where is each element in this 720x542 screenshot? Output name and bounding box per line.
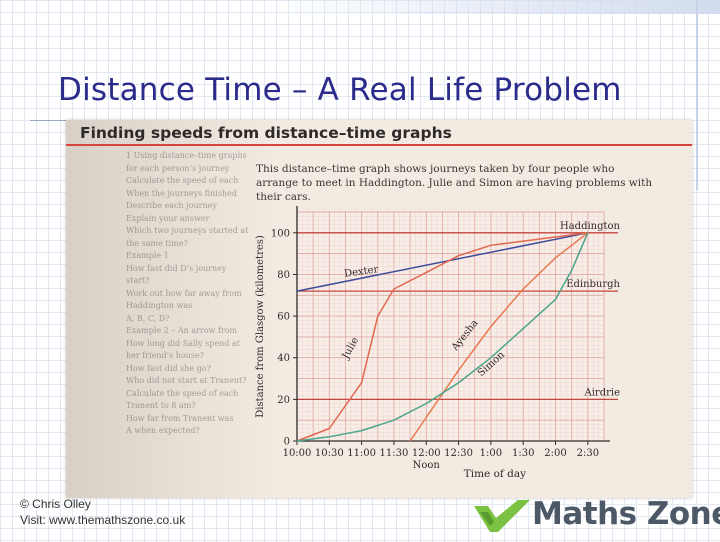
- left-column-line: Which two journeys started at: [126, 226, 249, 235]
- left-column-line: start?: [126, 276, 150, 285]
- checkmark-logo-icon: [474, 500, 530, 532]
- x-tick-label: 2:00: [544, 448, 566, 459]
- y-tick-label: 60: [277, 312, 290, 323]
- noon-annotation: Noon: [413, 460, 441, 471]
- y-axis-label: Distance from Glasgow (kilometres): [255, 235, 266, 418]
- left-column-line: Haddington was: [126, 301, 193, 310]
- left-column-line: Calculate the speed of each: [126, 388, 239, 398]
- left-column-line: Describe each journey: [126, 201, 217, 210]
- maths-zone-logo: Maths Zone: [470, 496, 720, 538]
- series-line-ayesha: [409, 232, 589, 442]
- y-tick-label: 80: [277, 270, 290, 281]
- website-text: Visit: www.themathszone.co.uk: [20, 513, 186, 527]
- x-tick-label: 10:30: [315, 448, 344, 459]
- plot-area: [297, 212, 604, 441]
- credit-block: © Chris Olley Visit: www.themathszone.co…: [20, 496, 185, 528]
- left-column-line: her friend’s house?: [126, 351, 205, 360]
- left-column-line: A, B, C, D?: [126, 313, 170, 323]
- distance-time-chart: Haddington Edinburgh Airdrie 0 20 40 60 80 100 10…: [255, 206, 621, 480]
- textbook-left-column: 1 Using distance–time graphs for each per…: [126, 150, 251, 490]
- reference-line-label: Haddington: [560, 221, 621, 232]
- left-column-line: When the journeys finished: [126, 188, 237, 198]
- left-column-line: 1 Using distance–time graphs: [126, 151, 247, 160]
- y-tick-label: 100: [271, 228, 290, 239]
- x-tick-label: 12:30: [444, 448, 473, 459]
- left-column-line: How fast did D’s journey: [126, 263, 227, 273]
- scan-shadow: [66, 120, 276, 498]
- left-column-line: Example 2 – An arrow from: [126, 326, 238, 335]
- left-column-line: the same time?: [126, 238, 188, 248]
- left-column-line: Who did not start at Tranent?: [126, 376, 247, 385]
- left-column-line: How fast did she go?: [126, 363, 211, 373]
- left-column-line: Tranent to 8 am?: [126, 401, 196, 410]
- y-tick-label: 0: [284, 437, 290, 448]
- slide-title: Distance Time – A Real Life Problem: [58, 72, 622, 108]
- reference-line-label: Edinburgh: [566, 279, 620, 290]
- logo-text: Maths Zone: [532, 496, 720, 532]
- y-tick-label: 40: [277, 353, 290, 364]
- y-tick-label: 20: [277, 395, 290, 406]
- x-tick-label: 12:00: [412, 448, 441, 459]
- decorative-title-rule: [30, 120, 70, 121]
- left-column-line: A when expected?: [126, 426, 200, 435]
- left-column-line: Work out how far away from: [126, 288, 242, 298]
- left-column-line: Calculate the speed of each: [126, 176, 239, 185]
- series-label-dexter: Dexter: [344, 264, 380, 280]
- series-line-dexter: [296, 232, 588, 292]
- left-column-line: How far from Tranent was: [126, 413, 234, 423]
- reference-line-label: Airdrie: [584, 387, 621, 398]
- x-tick-label: 11:00: [347, 448, 376, 459]
- x-tick-label: 2:30: [577, 448, 599, 459]
- heading-underline: [66, 144, 692, 146]
- left-column-line: How long did Sally spend at: [126, 338, 240, 348]
- series-line-julie: [296, 232, 588, 442]
- left-column-line: for each person’s journey: [126, 163, 230, 173]
- textbook-description: This distance–time graph shows journeys …: [256, 163, 653, 203]
- series-line-simon: [296, 232, 589, 442]
- decorative-vertical-rule: [696, 0, 698, 190]
- x-tick-label: 11:30: [380, 448, 409, 459]
- x-tick-label: 10:00: [283, 448, 312, 459]
- textbook-heading: Finding speeds from distance–time graphs: [80, 124, 452, 142]
- decorative-header-bar: [265, 0, 720, 14]
- x-axis-label: Time of day: [464, 468, 526, 480]
- x-tick-label: 1:30: [512, 448, 534, 459]
- copyright-text: © Chris Olley: [20, 497, 91, 511]
- left-column-line: Example 1: [126, 251, 169, 260]
- x-tick-label: 1:00: [480, 448, 502, 459]
- left-column-line: Explain your answer: [126, 213, 210, 223]
